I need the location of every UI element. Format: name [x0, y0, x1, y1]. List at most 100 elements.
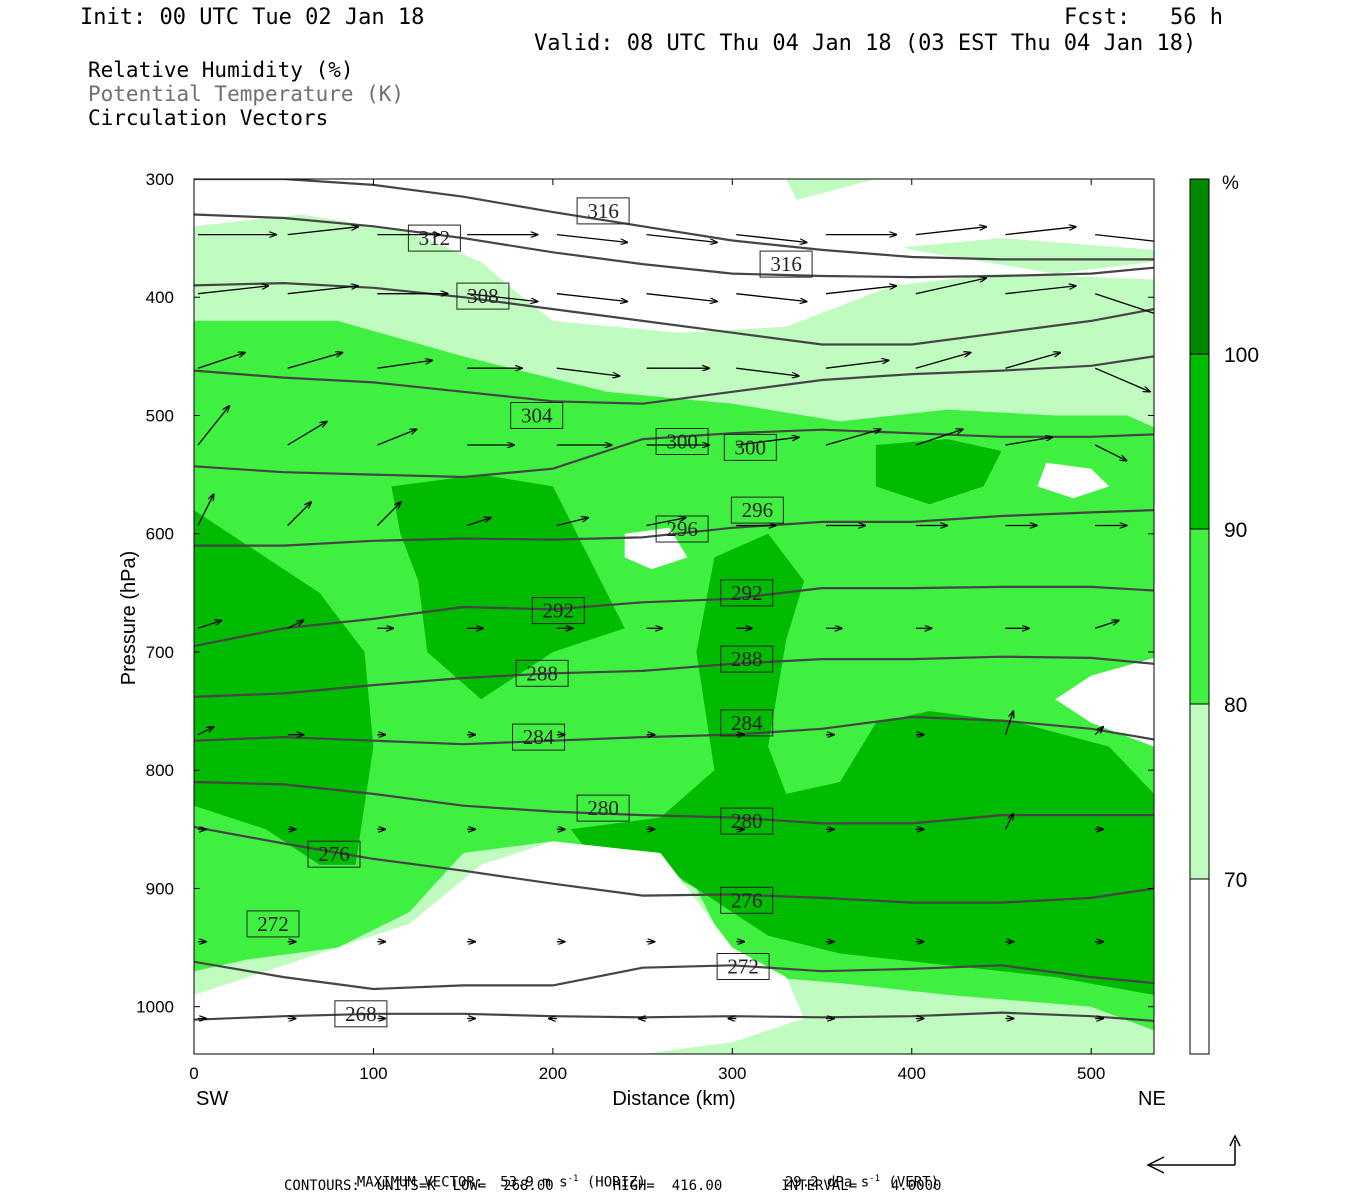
theta-label-304: 304	[510, 402, 564, 429]
wind-vector	[556, 518, 588, 527]
theta-contour-304	[194, 355, 1154, 405]
wind-vector	[197, 286, 268, 295]
colorbar-swatch	[1190, 179, 1209, 354]
wind-vector	[197, 353, 245, 369]
wind-vector	[287, 286, 358, 295]
y-tick-label: 400	[146, 288, 174, 307]
colorbar-frame	[1189, 178, 1210, 1055]
x-tick-label: 300	[718, 1064, 746, 1083]
wind-vector	[646, 293, 717, 302]
wind-vector	[646, 518, 686, 527]
theta-label-text: 316	[770, 252, 802, 276]
max-vector-vert-tag: (VERT)	[880, 1174, 940, 1191]
wind-vector	[825, 429, 881, 446]
x-tick-label: 200	[539, 1064, 567, 1083]
x-tick-label: 100	[359, 1064, 387, 1083]
colorbar-swatch	[1190, 879, 1209, 1054]
theta-contour-276	[194, 825, 1154, 904]
theta-label-276: 276	[720, 886, 774, 914]
wind-vector	[1005, 437, 1053, 446]
colorbar-level-label: 80	[1224, 694, 1247, 717]
theta-label-text: 280	[587, 796, 619, 820]
wind-vector	[466, 518, 490, 527]
theta-label-text: 296	[666, 517, 698, 541]
theta-label-text: 304	[521, 404, 553, 428]
wind-vector	[197, 494, 214, 526]
wind-vector	[287, 227, 358, 236]
wind-vector	[915, 227, 986, 236]
colorbar-level-label: 70	[1224, 869, 1247, 892]
theta-label-text: 280	[731, 809, 763, 833]
wind-vector	[287, 502, 311, 526]
colorbar-level-label: 90	[1224, 519, 1247, 542]
rh-region-5	[570, 533, 1154, 995]
rh-region-8	[1055, 657, 1154, 747]
x-tick-label: 400	[898, 1064, 926, 1083]
wind-vector	[556, 233, 627, 243]
wind-vector	[1004, 711, 1014, 735]
x-axis-label: Distance (km)	[612, 1088, 735, 1110]
theta-label-312: 312	[407, 224, 461, 252]
forecast-hour: Fcst: 56 h	[1064, 5, 1223, 30]
theta-label-text: 284	[523, 725, 555, 749]
wind-vector	[1094, 621, 1118, 629]
wind-vector	[825, 360, 888, 369]
theta-label-300: 300	[723, 433, 777, 461]
theta-label-text: 284	[731, 711, 763, 735]
wind-vector	[915, 278, 986, 295]
contour-info: CONTOURS: UNITS=K LOW= 268.00 HIGH= 416.…	[284, 1178, 942, 1194]
reference-vector-icon	[1146, 1134, 1241, 1174]
theta-label-272: 272	[716, 953, 770, 980]
x-end-label-right: NE	[1138, 1088, 1166, 1110]
theta-label-308: 308	[456, 282, 510, 310]
x-tick-label: 0	[189, 1064, 198, 1083]
theta-label-text: 292	[543, 599, 575, 623]
theta-label-276: 276	[307, 840, 361, 868]
theta-label-text: 312	[419, 226, 451, 250]
plot-frame	[193, 178, 1155, 1055]
wind-vector	[1094, 367, 1150, 391]
init-time: Init: 00 UTC Tue 02 Jan 18	[80, 5, 425, 30]
colorbar-swatch	[1190, 704, 1209, 879]
theta-label-280: 280	[576, 794, 630, 822]
wind-vector	[825, 286, 896, 295]
theta-label-272: 272	[246, 910, 300, 938]
x-tick-label: 500	[1077, 1064, 1105, 1083]
colorbar: 70 80 90 100%	[1189, 173, 1259, 1055]
theta-label-292: 292	[720, 579, 774, 607]
wind-vector	[287, 621, 304, 629]
max-vector-horiz-exp: -1	[567, 1174, 579, 1184]
theta-contour-300	[194, 428, 1154, 479]
theta-label-text: 316	[587, 199, 619, 223]
wind-vector	[197, 406, 229, 446]
wind-vector	[197, 727, 214, 736]
theta-label-text: 272	[257, 912, 289, 936]
theta-label-284: 284	[512, 723, 565, 751]
max-vector-vert-exp: -1	[869, 1174, 880, 1184]
rh-region-6	[875, 439, 1002, 505]
wind-vector	[556, 293, 627, 302]
theta-label-292: 292	[531, 597, 585, 625]
theta-contour-296	[194, 509, 1154, 547]
wind-vector	[287, 353, 343, 369]
theta-label-288: 288	[515, 659, 569, 687]
wind-vector	[377, 429, 416, 446]
theta-contour-268	[194, 1011, 1154, 1022]
y-tick-label: 1000	[136, 998, 174, 1017]
rh-region-9	[1037, 462, 1110, 499]
wind-vector	[736, 437, 798, 446]
colorbar-swatch	[1190, 529, 1209, 704]
wind-vector	[287, 422, 327, 446]
wind-vector	[1004, 814, 1014, 830]
wind-vector	[1005, 353, 1061, 369]
colorbar-unit: %	[1222, 173, 1239, 194]
theta-label-288: 288	[720, 645, 774, 673]
theta-label-268: 268	[334, 1000, 388, 1028]
theta-contour-284	[194, 715, 1154, 746]
theta-label-text: 272	[727, 955, 759, 979]
theta-label-280: 280	[720, 807, 774, 835]
wind-vector	[376, 502, 400, 526]
theta-label-text: 268	[345, 1002, 377, 1026]
theta-label-284: 284	[720, 709, 774, 737]
